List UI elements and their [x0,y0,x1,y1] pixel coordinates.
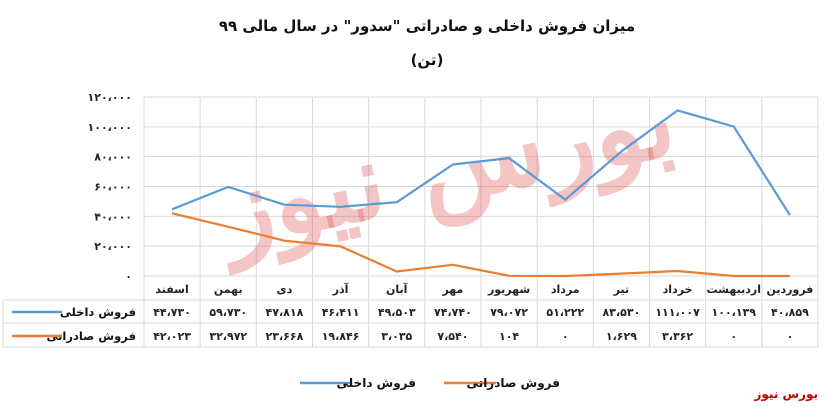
data-label: ۰ [562,330,569,343]
chart-subtitle: (تن) [411,51,444,69]
data-label: ۵۹،۷۳۰ [209,306,247,319]
y-tick-label: ۱۰۰،۰۰۰ [88,121,132,134]
category-label: آبان [386,282,408,296]
data-table: فروردین اردیبهشت خرداد تیر مرداد شهریور مهر آبا… [2,282,818,348]
y-tick-label: ۴۰،۰۰۰ [94,210,132,223]
category-label: بهمن [214,283,243,296]
category-label: مهر [441,283,463,296]
y-tick-label: ۱۲۰،۰۰۰ [88,91,132,104]
y-tick-label: ۰ [125,270,132,283]
legend-label: فروش صادراتی [467,376,560,391]
legend-label: فروش داخلی [337,376,416,391]
data-label: ۴۷،۸۱۸ [266,306,304,319]
data-label: ۳۲،۹۷۲ [209,330,247,343]
category-label: فروردین [766,283,813,296]
data-label: ۳،۰۳۵ [381,330,412,343]
y-axis: ۰ ۲۰،۰۰۰ ۴۰،۰۰۰ ۶۰،۰۰۰ ۸۰،۰۰۰ ۱۰۰،۰۰۰ ۱۲۰،۰۰۰ [88,91,132,283]
data-label: ۴۹،۵۰۳ [378,306,416,319]
data-label: ۴۶،۴۱۱ [322,306,360,319]
plot-area [171,109,791,278]
data-label: ۴۴،۷۳۰ [153,306,191,319]
data-label: ۱۹،۸۴۶ [322,330,360,343]
data-label: ۱۱۱،۰۰۷ [655,306,700,319]
data-label: ۱۰۰،۱۳۹ [712,306,757,319]
data-label: ۲۳،۶۶۸ [266,330,304,343]
source-label: بورس نیوز [753,387,818,402]
data-label: ۱،۶۲۹ [606,330,637,343]
category-label: مرداد [551,283,580,296]
data-label: ۰ [730,330,737,343]
category-label: خرداد [663,283,693,296]
data-label: ۴۰،۸۵۹ [771,306,809,319]
table-series-name: فروش داخلی [60,305,136,320]
chart-title: میزان فروش داخلی و صادراتی "سدور" در سال… [219,17,635,35]
category-label: دی [277,283,293,296]
watermark: بورس نیوز [204,56,686,276]
y-tick-label: ۲۰،۰۰۰ [94,240,132,253]
category-label: شهریور [487,283,530,296]
category-label: آذر [332,282,349,296]
data-label: ۵۱،۲۲۲ [546,306,584,319]
data-label: ۳،۳۶۲ [662,330,693,343]
data-label: ۷۴،۷۴۰ [434,306,472,319]
data-label: ۴۲،۰۲۳ [153,330,191,343]
series-line-1 [171,109,791,216]
category-label: اسفند [155,283,188,296]
data-label: ۱۰۴ [499,330,519,343]
legend: فروش داخلی فروش صادراتی [300,376,560,391]
data-label: ۷،۵۴۰ [437,330,468,343]
category-label: تیر [613,283,629,296]
y-tick-label: ۸۰،۰۰۰ [94,151,132,164]
data-label: ۰ [787,330,794,343]
grid [143,96,819,347]
data-label: ۸۳،۵۳۰ [603,306,641,319]
category-label: اردیبهشت [707,283,761,296]
y-tick-label: ۶۰،۰۰۰ [94,181,132,194]
data-label: ۷۹،۰۷۲ [490,306,528,319]
table-series-name: فروش صادراتی [46,329,136,344]
series-line-2 [171,212,790,278]
